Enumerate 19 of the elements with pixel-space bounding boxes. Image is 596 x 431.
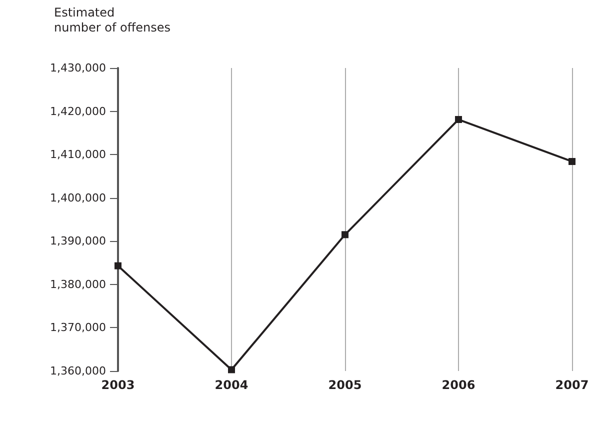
y-tick-label: 1,420,000 (50, 104, 106, 118)
y-tick-label: 1,370,000 (50, 321, 106, 334)
y-tick-label: 1,360,000 (50, 364, 106, 378)
point (568, 158, 576, 165)
y-tick-label: 1,380,000 (50, 278, 106, 291)
point (455, 116, 462, 124)
point (228, 366, 235, 374)
point (342, 231, 348, 238)
x-tick-label: 2004 (214, 378, 248, 392)
x-tick-label: 2007 (555, 378, 589, 392)
y-tick-label: 1,410,000 (50, 148, 106, 162)
y-tick-label: 1,430,000 (50, 62, 106, 74)
x-tick-label: 2005 (328, 378, 362, 392)
x-tick-label: 2006 (442, 378, 476, 392)
y-tick-label: 1,390,000 (50, 234, 106, 248)
y-tick-label: 1,400,000 (50, 191, 106, 204)
x-tick-label: 2003 (101, 378, 135, 392)
y-axis-title: Estimated number of offenses (54, 6, 171, 34)
point (114, 262, 122, 270)
